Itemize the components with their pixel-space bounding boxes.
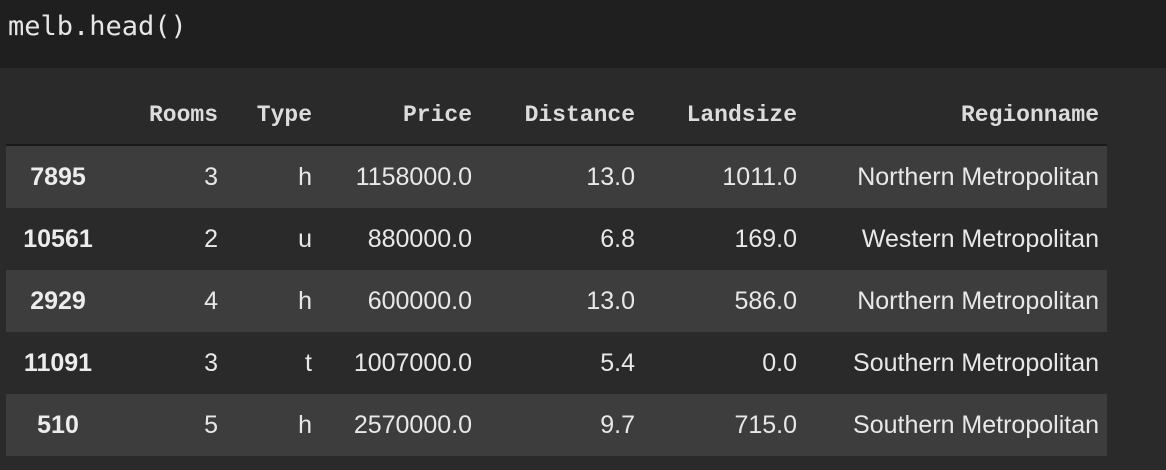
row-index: 2929: [30, 286, 86, 315]
cell-regionname: Northern Metropolitan: [857, 162, 1099, 191]
cell-type: h: [298, 162, 312, 191]
cell-rooms: 5: [204, 410, 218, 439]
cell-price: 2570000.0: [353, 410, 472, 439]
dataframe-table: Rooms Type Price Distance Landsize Regio…: [6, 86, 1107, 456]
cell-regionname: Southern Metropolitan: [853, 348, 1099, 377]
column-header-type: Type: [226, 86, 320, 146]
column-header-rooms: Rooms: [110, 86, 226, 146]
column-header-price: Price: [320, 86, 480, 146]
cell-price: 600000.0: [367, 286, 472, 315]
cell-type: u: [298, 224, 312, 253]
cell-price: 1158000.0: [355, 162, 472, 191]
cell-price: 880000.0: [367, 224, 472, 253]
cell-price: 1007000.0: [353, 348, 472, 377]
index-header: [6, 86, 110, 146]
cell-distance: 13.0: [586, 286, 635, 315]
cell-regionname: Western Metropolitan: [861, 224, 1099, 253]
cell-regionname: Northern Metropolitan: [857, 286, 1099, 315]
row-index: 10561: [23, 224, 93, 253]
column-header-regionname: Regionname: [805, 86, 1107, 146]
cell-distance: 5.4: [600, 348, 635, 377]
cell-landsize: 1011.0: [722, 162, 797, 191]
cell-rooms: 3: [204, 348, 218, 377]
table-header-row: Rooms Type Price Distance Landsize Regio…: [6, 86, 1107, 146]
table-row: 2929 4 h 600000.0 13.0 586.0 Northern Me…: [6, 270, 1107, 332]
table-row: 510 5 h 2570000.0 9.7 715.0 Southern Met…: [6, 394, 1107, 456]
cell-regionname: Southern Metropolitan: [853, 410, 1099, 439]
column-header-distance: Distance: [480, 86, 643, 146]
cell-landsize: 169.0: [734, 224, 797, 253]
code-cell[interactable]: melb.head(): [0, 0, 1166, 68]
cell-type: h: [298, 286, 312, 315]
cell-landsize: 586.0: [734, 286, 797, 315]
cell-rooms: 4: [204, 286, 218, 315]
table-row: 7895 3 h 1158000.0 13.0 1011.0 Northern …: [6, 145, 1107, 208]
cell-landsize: 0.0: [762, 348, 797, 377]
row-index: 510: [37, 410, 79, 439]
cell-distance: 6.8: [600, 224, 635, 253]
cell-rooms: 3: [204, 162, 218, 191]
cell-type: t: [305, 348, 312, 377]
table-row: 10561 2 u 880000.0 6.8 169.0 Western Met…: [6, 208, 1107, 270]
cell-distance: 9.7: [600, 410, 635, 439]
cell-rooms: 2: [204, 224, 218, 253]
cell-output: Rooms Type Price Distance Landsize Regio…: [0, 68, 1166, 470]
column-header-landsize: Landsize: [643, 86, 805, 146]
cell-type: h: [298, 410, 312, 439]
row-index: 7895: [30, 162, 86, 191]
table-row: 11091 3 t 1007000.0 5.4 0.0 Southern Met…: [6, 332, 1107, 394]
cell-landsize: 715.0: [734, 410, 797, 439]
cell-distance: 13.0: [586, 162, 635, 191]
row-index: 11091: [23, 348, 93, 377]
code-input[interactable]: melb.head(): [8, 11, 187, 42]
